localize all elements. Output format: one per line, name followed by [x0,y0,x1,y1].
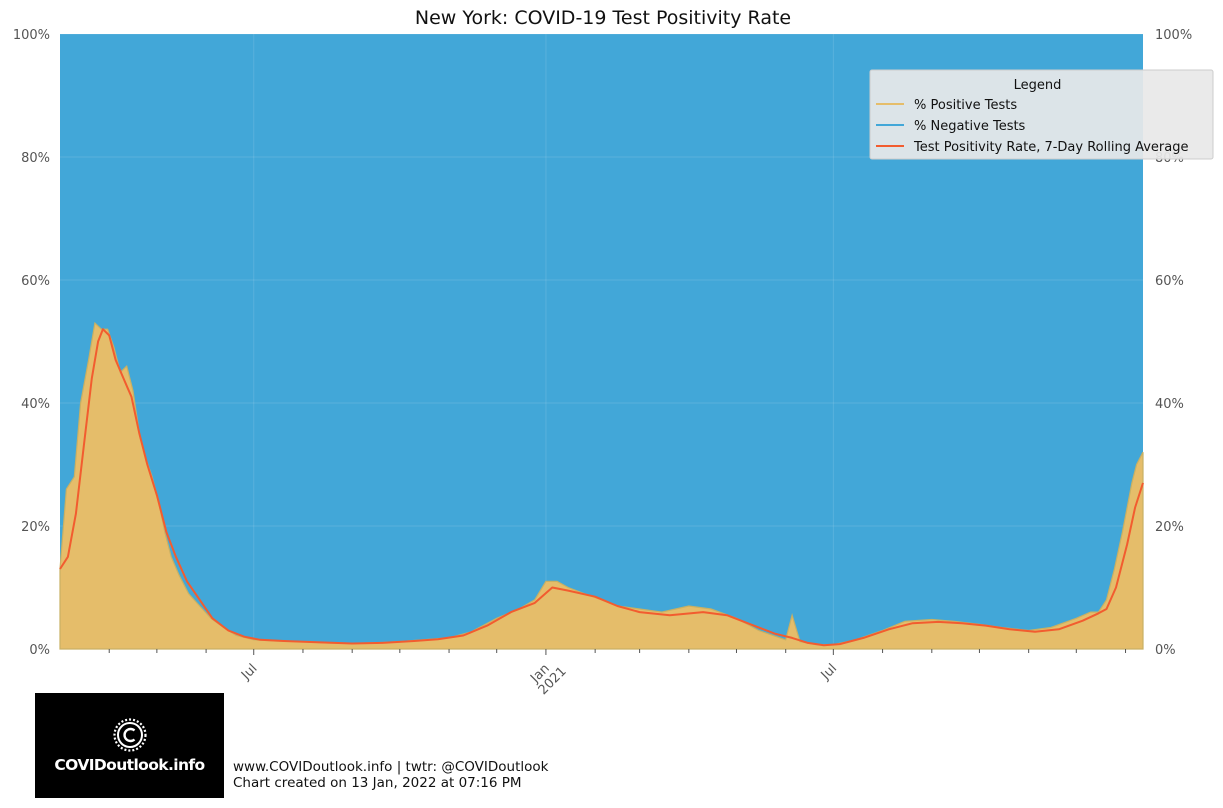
x-tick-label-line: Jul [818,661,840,683]
legend-title: Legend [1014,78,1062,93]
y-tick-label-left: 0% [29,643,50,658]
x-tick-label: Jul [238,661,260,683]
legend-entry: % Negative Tests [914,119,1026,134]
logo-text: COVIDoutlook.info [54,756,205,774]
legend-box [869,69,1214,160]
legend-entry: % Positive Tests [914,98,1017,113]
y-tick-label-left: 100% [13,28,50,43]
chart-title: New York: COVID-19 Test Positivity Rate [415,7,791,29]
y-tick-label-right: 40% [1155,397,1184,412]
y-tick-label-right: 60% [1155,274,1184,289]
y-tick-label-left: 80% [21,151,50,166]
y-tick-label-right: 0% [1155,643,1176,658]
footer-created-line: Chart created on 13 Jan, 2022 at 07:16 P… [233,775,522,791]
legend-entry: Test Positivity Rate, 7-Day Rolling Aver… [913,140,1188,155]
footer-site-line: www.COVIDoutlook.info | twtr: @COVIDoutl… [233,759,549,775]
y-tick-label-left: 60% [21,274,50,289]
rolling-average-line [59,328,1144,647]
legend: Legend % Positive Tests % Negative Tests Te… [869,69,1214,160]
x-tick-label: Jul [818,661,840,683]
y-tick-label-left: 20% [21,520,50,535]
virus-c-icon [113,718,147,752]
logo: COVIDoutlook.info [35,693,224,798]
y-tick-label-left: 40% [21,397,50,412]
footer: www.COVIDoutlook.info | twtr: @COVIDoutl… [233,759,548,791]
x-tick-label-line: Jul [238,661,260,683]
y-tick-label-right: 20% [1155,520,1184,535]
y-tick-label-right: 100% [1155,28,1192,43]
x-tick-label: Jan2021 [526,654,570,698]
